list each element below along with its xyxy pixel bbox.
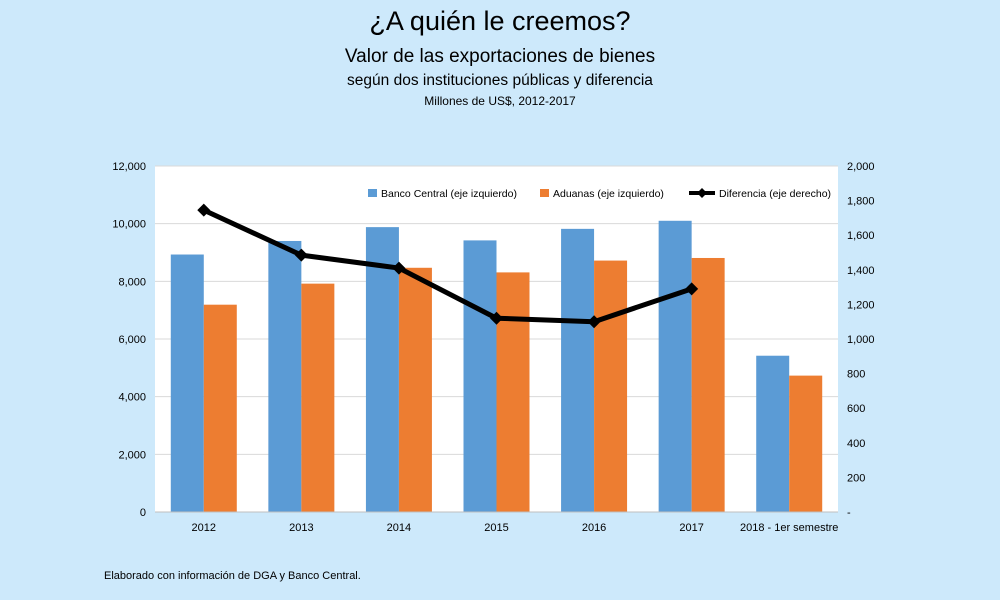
y-right-tick-label: 1,400 xyxy=(847,265,875,277)
bar-aduanas xyxy=(496,272,530,512)
x-tick-label: 2015 xyxy=(484,522,508,534)
bar-banco-central xyxy=(756,355,790,512)
y-right-tick-label: 1,200 xyxy=(847,299,875,311)
line-diferencia xyxy=(201,207,695,325)
y-left-tick-label: 2,000 xyxy=(118,449,146,461)
source-note: Elaborado con información de DGA y Banco… xyxy=(104,570,361,582)
chart-title: ¿A quién le creemos? xyxy=(369,6,631,36)
axes: 0 2,000 4,000 6,000 8,000 10,000 12,000 - 200 400… xyxy=(112,161,874,534)
bar-banco-central xyxy=(170,254,204,513)
legend-label: Aduanas (eje izquierdo) xyxy=(553,188,664,200)
y-left-tick-label: 12,000 xyxy=(112,161,146,173)
bar-banco-central xyxy=(463,240,497,512)
y-right-tick-label: 800 xyxy=(847,369,865,381)
bar-banco-central xyxy=(658,220,692,513)
chart-subtitle: Valor de las exportaciones de bienes xyxy=(344,46,656,67)
line-marker-diferencia xyxy=(392,261,406,275)
y-right-tick-label: 200 xyxy=(847,472,865,484)
y-left-tick-label: 0 xyxy=(140,507,146,519)
y-left-tick-label: 6,000 xyxy=(118,334,146,346)
legend: Banco Central (eje izquierdo) Aduanas (ej… xyxy=(368,188,831,200)
legend-marker xyxy=(697,188,707,198)
line-marker-diferencia xyxy=(685,282,699,296)
y-right-tick-label: 400 xyxy=(847,438,865,450)
x-tick-label: 2018 - 1er semestre xyxy=(740,522,838,534)
chart-units-note: Millones de US$, 2012-2017 xyxy=(424,94,576,108)
bar-aduanas xyxy=(301,283,335,512)
y-right-tick-label: 1,000 xyxy=(847,334,875,346)
x-tick-label: 2017 xyxy=(679,522,703,534)
bar-banco-central xyxy=(268,240,302,512)
bar-banco-central xyxy=(365,227,399,513)
chart-subtitle-secondary: según dos instituciones públicas y difer… xyxy=(347,72,653,89)
x-tick-label: 2016 xyxy=(582,522,606,534)
line-marker-diferencia xyxy=(197,203,211,217)
y-left-tick-label: 10,000 xyxy=(112,219,146,231)
y-right-tick-label: 600 xyxy=(847,403,865,415)
x-tick-label: 2012 xyxy=(192,522,216,534)
line-marker-diferencia xyxy=(490,311,503,325)
y-left-tick-label: 4,000 xyxy=(118,392,146,404)
x-tick-label: 2014 xyxy=(387,522,411,534)
bar-aduanas xyxy=(203,304,237,512)
y-right-tick-label: - xyxy=(847,507,851,519)
bar-series xyxy=(170,220,823,513)
bar-aduanas xyxy=(594,260,628,512)
bar-aduanas xyxy=(789,375,823,512)
legend-label: Banco Central (eje izquierdo) xyxy=(381,188,517,200)
legend-swatch xyxy=(540,189,549,197)
line-marker-diferencia xyxy=(294,248,308,262)
line-marker-diferencia xyxy=(587,315,601,329)
y-right-tick-label: 1,800 xyxy=(847,196,875,208)
x-tick-label: 2013 xyxy=(289,522,313,534)
legend-label: Diferencia (eje derecho) xyxy=(719,188,831,200)
line-series xyxy=(197,203,699,329)
bar-banco-central xyxy=(561,228,595,512)
bar-aduanas xyxy=(691,257,725,512)
y-right-tick-label: 1,600 xyxy=(847,230,875,242)
bar-aduanas xyxy=(398,267,432,512)
legend-swatch xyxy=(368,189,377,197)
y-right-tick-label: 2,000 xyxy=(847,161,875,173)
y-left-tick-label: 8,000 xyxy=(118,276,146,288)
